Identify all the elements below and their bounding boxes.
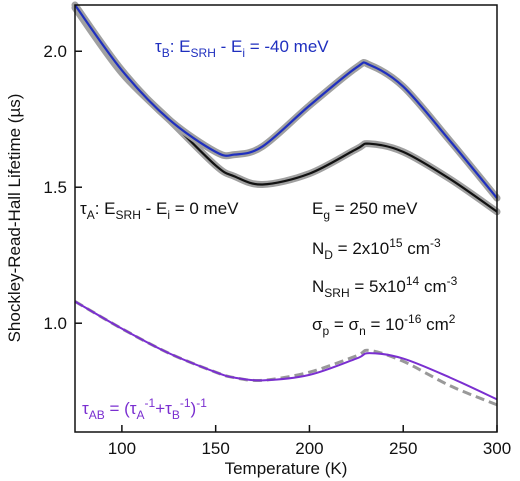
annotation-run: SRH [324,286,349,300]
annotation-run: i [242,46,245,60]
annotation-run: cm [419,277,446,296]
x-tick-label: 250 [389,439,417,458]
annotation-run: = 250 meV [330,199,418,218]
annotation-run: +τ [155,399,172,418]
annotation-run: τ [82,399,89,418]
x-axis-label: Temperature (K) [225,459,348,478]
annotation-run: D [324,248,333,262]
annotation-run: n [359,324,366,338]
annotation-run: -1 [145,396,156,410]
annotation-run: -3 [447,274,458,288]
x-tick-label: 300 [483,439,511,458]
annotation-run: = 5x10 [350,277,406,296]
annotation-run: = -40 meV [245,37,329,56]
y-tick-label: 1.5 [43,178,67,197]
annotation-run: -3 [430,236,441,250]
annotation-run: i [167,208,170,222]
annotation-run: - E [216,37,242,56]
annotation-run: τ [155,37,162,56]
annotation-run: τ [80,199,87,218]
annotation-run: σ [312,315,323,334]
annotation-run: - E [141,199,167,218]
annotation-run: B [172,408,180,422]
annotation-run: = (τ [105,399,137,418]
annotation-run: -1 [180,396,191,410]
annotation: ND = 2x1015 cm-3 [312,236,441,262]
line [74,300,498,401]
y-tick-label: 1.0 [43,314,67,333]
annotation-run: 15 [389,236,403,250]
y-axis-label: Shockley-Read-Hall Lifetime (µs) [5,94,24,343]
annotation-run: = 10 [366,315,404,334]
annotation: τA: ESRH - Ei = 0 meV [80,199,239,222]
annotation-run: N [312,277,324,296]
annotation-run: p [323,324,330,338]
annotation-run: ) [191,399,197,418]
x-tick-label: 150 [201,439,229,458]
annotation: τB: ESRH - Ei = -40 meV [155,37,329,60]
annotation-run: : E [170,37,191,56]
annotation-run: AB [89,408,105,422]
plot-frame [74,4,498,433]
line [74,4,498,199]
annotation-run: A [137,408,145,422]
annotation-run: B [162,46,170,60]
annotation: NSRH = 5x1014 cm-3 [312,274,458,300]
annotation-run: E [312,199,323,218]
annotation-run: 14 [406,274,420,288]
annotation: σp = σn = 10-16 cm2 [312,312,456,338]
annotation-run: cm [403,239,430,258]
annotation-run: : E [95,199,116,218]
x-tick-label: 200 [295,439,323,458]
x-tick-label: 100 [108,439,136,458]
annotation-run: N [312,239,324,258]
annotation-run: SRH [191,46,216,60]
annotation-run: 2 [449,312,456,326]
annotation-run: = 2x10 [333,239,389,258]
annotation-run: = 0 meV [170,199,239,218]
y-tick-label: 2.0 [43,42,67,61]
annotation: Eg = 250 meV [312,199,418,222]
annotation-run: SRH [116,208,141,222]
annotation-run: cm [421,315,448,334]
annotation-run: -16 [404,312,422,326]
annotation-run: = σ [329,315,359,334]
annotation-run: A [87,208,95,222]
annotation-run: g [323,208,330,222]
annotation: τAB = (τA-1+τB-1)-1 [82,396,207,422]
annotation-run: -1 [196,396,207,410]
